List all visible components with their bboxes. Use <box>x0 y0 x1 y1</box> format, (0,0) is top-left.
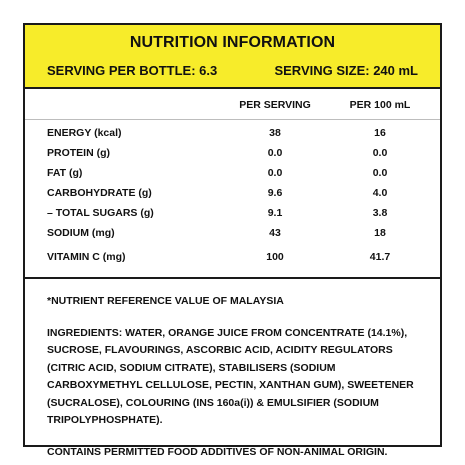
row-per-serving: 0.0 <box>267 167 283 179</box>
notes-section: *NUTRIENT REFERENCE VALUE OF MALAYSIA IN… <box>25 279 440 461</box>
table-row: CARBOHYDRATE (g) 9.6 4.0 <box>25 187 440 205</box>
nutrition-table: PER SERVING PER 100 mL ENERGY (kcal) 38 … <box>25 89 440 279</box>
table-row: PROTEIN (g) 0.0 0.0 <box>25 147 440 165</box>
column-header-per-serving: PER SERVING <box>239 99 311 111</box>
row-label: SODIUM (mg) <box>47 227 115 239</box>
row-label: ENERGY (kcal) <box>47 127 122 139</box>
row-label: FAT (g) <box>47 167 83 179</box>
additives-statement: CONTAINS PERMITTED FOOD ADDITIVES OF NON… <box>47 445 388 458</box>
row-per-100ml: 18 <box>374 227 386 239</box>
row-per-100ml: 0.0 <box>372 147 388 159</box>
row-per-serving: 43 <box>269 227 281 239</box>
table-row: SODIUM (mg) 43 18 <box>25 227 440 245</box>
row-label: CARBOHYDRATE (g) <box>47 187 152 199</box>
row-label: PROTEIN (g) <box>47 147 110 159</box>
row-per-serving: 0.0 <box>267 147 283 159</box>
row-label: – TOTAL SUGARS (g) <box>47 207 154 219</box>
serving-per-bottle: SERVING PER BOTTLE: 6.3 <box>47 63 218 78</box>
row-per-100ml: 41.7 <box>369 251 391 263</box>
table-row: – TOTAL SUGARS (g) 9.1 3.8 <box>25 207 440 225</box>
table-row: FAT (g) 0.0 0.0 <box>25 167 440 185</box>
row-per-serving: 9.1 <box>267 207 283 219</box>
serving-info: SERVING PER BOTTLE: 6.3 SERVING SIZE: 24… <box>47 63 418 78</box>
nutrition-header: NUTRITION INFORMATION SERVING PER BOTTLE… <box>25 25 440 89</box>
row-per-serving: 9.6 <box>267 187 283 199</box>
row-per-serving: 38 <box>269 127 281 139</box>
table-row: ENERGY (kcal) 38 16 <box>25 127 440 145</box>
nutrition-panel: NUTRITION INFORMATION SERVING PER BOTTLE… <box>23 23 442 458</box>
column-header-per-100ml: PER 100 mL <box>349 99 411 111</box>
row-per-100ml: 4.0 <box>372 187 388 199</box>
panel-title: NUTRITION INFORMATION <box>129 34 336 51</box>
row-per-100ml: 0.0 <box>372 167 388 179</box>
table-row: VITAMIN C (mg) 100 41.7 <box>25 251 440 269</box>
table-divider <box>25 119 440 120</box>
serving-size: SERVING SIZE: 240 mL <box>274 63 418 78</box>
row-per-100ml: 16 <box>374 127 386 139</box>
row-per-serving: 100 <box>266 251 284 263</box>
row-per-100ml: 3.8 <box>372 207 388 219</box>
nrv-footnote: *NUTRIENT REFERENCE VALUE OF MALAYSIA <box>47 295 284 307</box>
ingredients-text: INGREDIENTS: WATER, ORANGE JUICE FROM CO… <box>47 326 414 427</box>
row-label: VITAMIN C (mg) <box>47 251 126 263</box>
